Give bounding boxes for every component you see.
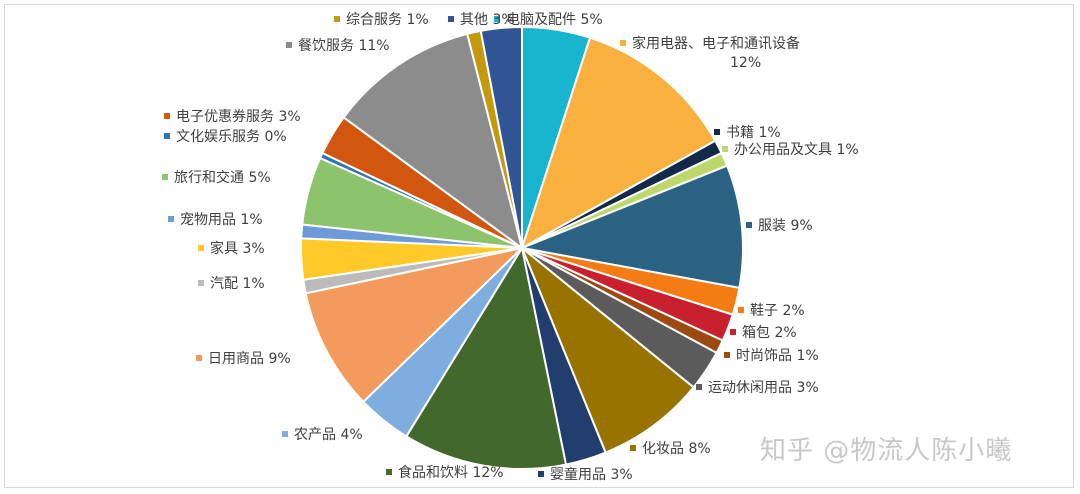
label-swatch <box>164 133 170 139</box>
slice-label: 家用电器、电子和通讯设备 12% <box>620 35 800 71</box>
slice-label: 化妆品 8% <box>630 441 711 457</box>
label-swatch <box>494 16 500 22</box>
slice-label: 运动休闲用品 3% <box>696 380 819 396</box>
slice-label: 服装 9% <box>746 218 813 234</box>
slice-label: 日用商品 9% <box>196 351 291 367</box>
slice-label-text: 化妆品 8% <box>642 441 711 457</box>
pie-slice <box>404 245 568 470</box>
label-swatch <box>286 42 292 48</box>
slice-label: 宠物用品 1% <box>168 212 263 228</box>
label-swatch <box>538 471 544 477</box>
slice-label-text: 鞋子 2% <box>750 303 805 319</box>
slice-label-text: 宠物用品 1% <box>180 212 263 228</box>
pie-labels: 电脑及配件 5% 家用电器、电子和通讯设备 12% 书籍 1%办公用品及文具 1% 服装… <box>162 12 859 483</box>
slice-label: 婴童用品 3% <box>538 466 633 483</box>
slice-label: 汽配 1% <box>198 276 265 292</box>
label-swatch <box>196 355 202 361</box>
label-swatch <box>696 384 702 390</box>
slice-label-text: 汽配 1% <box>210 276 265 292</box>
slice-label: 鞋子 2% <box>738 303 805 319</box>
label-swatch <box>730 329 736 335</box>
slice-label: 办公用品及文具 1% <box>722 142 859 158</box>
pie-slice <box>521 247 695 454</box>
slice-label-text: 办公用品及文具 1% <box>734 142 859 158</box>
label-swatch <box>168 216 174 222</box>
label-swatch <box>448 16 454 22</box>
label-swatch <box>630 445 636 451</box>
slice-label: 餐饮服务 11% <box>286 38 390 54</box>
slice-label: 书籍 1% <box>714 124 781 141</box>
slice-label-text: 家具 3% <box>210 240 265 257</box>
slice-label: 电子优惠券服务 3% <box>164 109 301 125</box>
label-swatch <box>282 431 288 437</box>
slice-label: 箱包 2% <box>730 325 797 341</box>
watermark-text: 知乎 @物流人陈小曦 <box>760 436 1013 466</box>
slice-label: 家具 3% <box>198 240 265 257</box>
slice-label-text: 餐饮服务 11% <box>298 38 390 54</box>
slice-label-text: 食品和饮料 12% <box>398 464 504 481</box>
slice-label: 旅行和交通 5% <box>162 169 271 186</box>
label-swatch <box>738 307 744 313</box>
slice-label: 时尚饰品 1% <box>724 348 819 364</box>
slice-label: 综合服务 1% <box>334 12 429 28</box>
slice-label-text: 旅行和交通 5% <box>174 169 271 186</box>
slice-label: 其他 3% <box>448 12 515 28</box>
label-swatch <box>620 40 626 46</box>
label-swatch <box>198 280 204 286</box>
label-swatch <box>386 469 392 475</box>
pie-slice <box>479 25 523 249</box>
label-swatch <box>714 129 720 135</box>
pie-slices <box>300 25 744 470</box>
label-swatch <box>722 146 728 152</box>
slice-label-text: 服装 9% <box>758 218 813 234</box>
slice-label-text: 箱包 2% <box>742 325 797 341</box>
label-swatch <box>334 16 340 22</box>
label-swatch <box>164 113 170 119</box>
slice-label: 文化娱乐服务 0% <box>164 129 287 145</box>
slice-label-text: 运动休闲用品 3% <box>708 380 819 396</box>
pie-slice <box>342 32 524 251</box>
label-swatch <box>724 352 730 358</box>
slice-label-text: 家用电器、电子和通讯设备 12% <box>632 35 800 71</box>
slice-label-text: 婴童用品 3% <box>550 466 633 483</box>
slice-label-text: 时尚饰品 1% <box>736 348 819 364</box>
slice-label-text: 文化娱乐服务 0% <box>176 129 287 145</box>
slice-label-text: 电子优惠券服务 3% <box>176 109 301 125</box>
slice-label: 农产品 4% <box>282 427 363 443</box>
pie-slice <box>304 246 526 404</box>
slice-label-text: 综合服务 1% <box>346 12 429 28</box>
label-swatch <box>162 174 168 180</box>
slice-label-text: 日用商品 9% <box>208 351 291 367</box>
slice-label-text: 其他 3% <box>460 12 515 28</box>
slice-label: 电脑及配件 5% <box>494 12 603 28</box>
slice-label-text: 电脑及配件 5% <box>506 12 603 28</box>
label-swatch <box>746 222 752 228</box>
slice-label-text: 书籍 1% <box>726 124 781 141</box>
slice-label-text: 农产品 4% <box>294 427 363 443</box>
slice-label: 食品和饮料 12% <box>386 464 504 481</box>
pie-slice <box>520 36 717 251</box>
label-swatch <box>198 245 204 251</box>
